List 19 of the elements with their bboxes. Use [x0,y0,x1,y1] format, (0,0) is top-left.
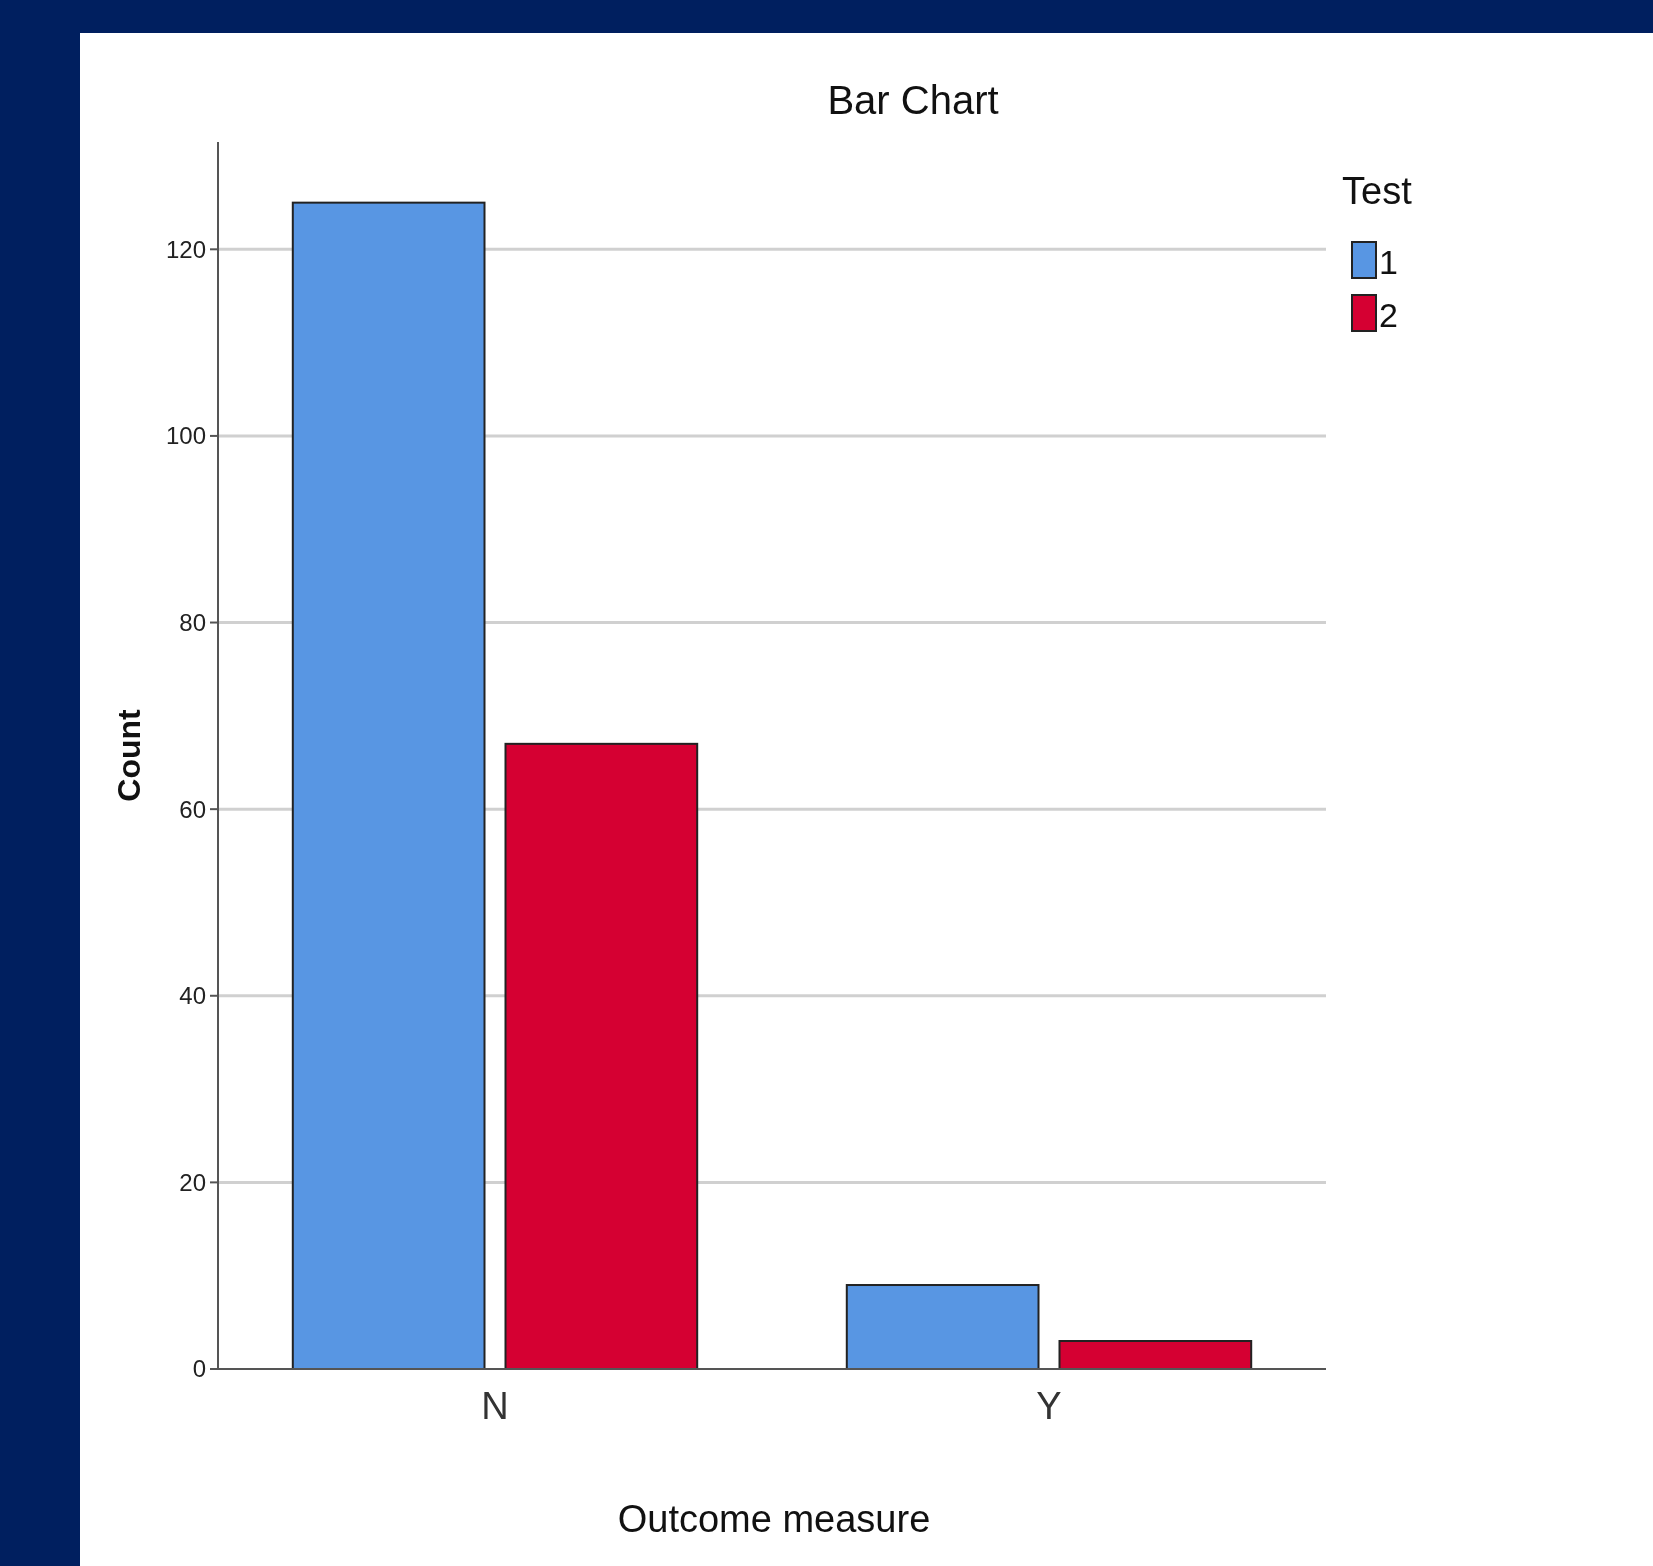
chart-title: Bar Chart [827,78,999,122]
legend-label: 2 [1379,296,1398,334]
bar [504,742,699,1370]
y-tick-label: 80 [179,608,206,636]
bar [1058,1340,1253,1370]
y-tick-label: 20 [179,1168,206,1196]
x-tick-label: N [481,1385,509,1427]
bar [845,1284,1040,1370]
y-tick-label: 120 [165,235,206,263]
y-tick-label: 60 [179,795,206,823]
bar [291,201,486,1370]
x-tick-label: Y [1036,1385,1062,1427]
y-tick-label: 100 [165,422,206,450]
y-axis-title: Count [111,708,147,802]
y-tick-label: 0 [192,1355,206,1383]
y-tick-label: 40 [179,982,206,1010]
legend-label: 1 [1379,243,1398,281]
x-axis-title: Outcome measure [617,1498,931,1540]
legend-title: Test [1342,170,1413,212]
